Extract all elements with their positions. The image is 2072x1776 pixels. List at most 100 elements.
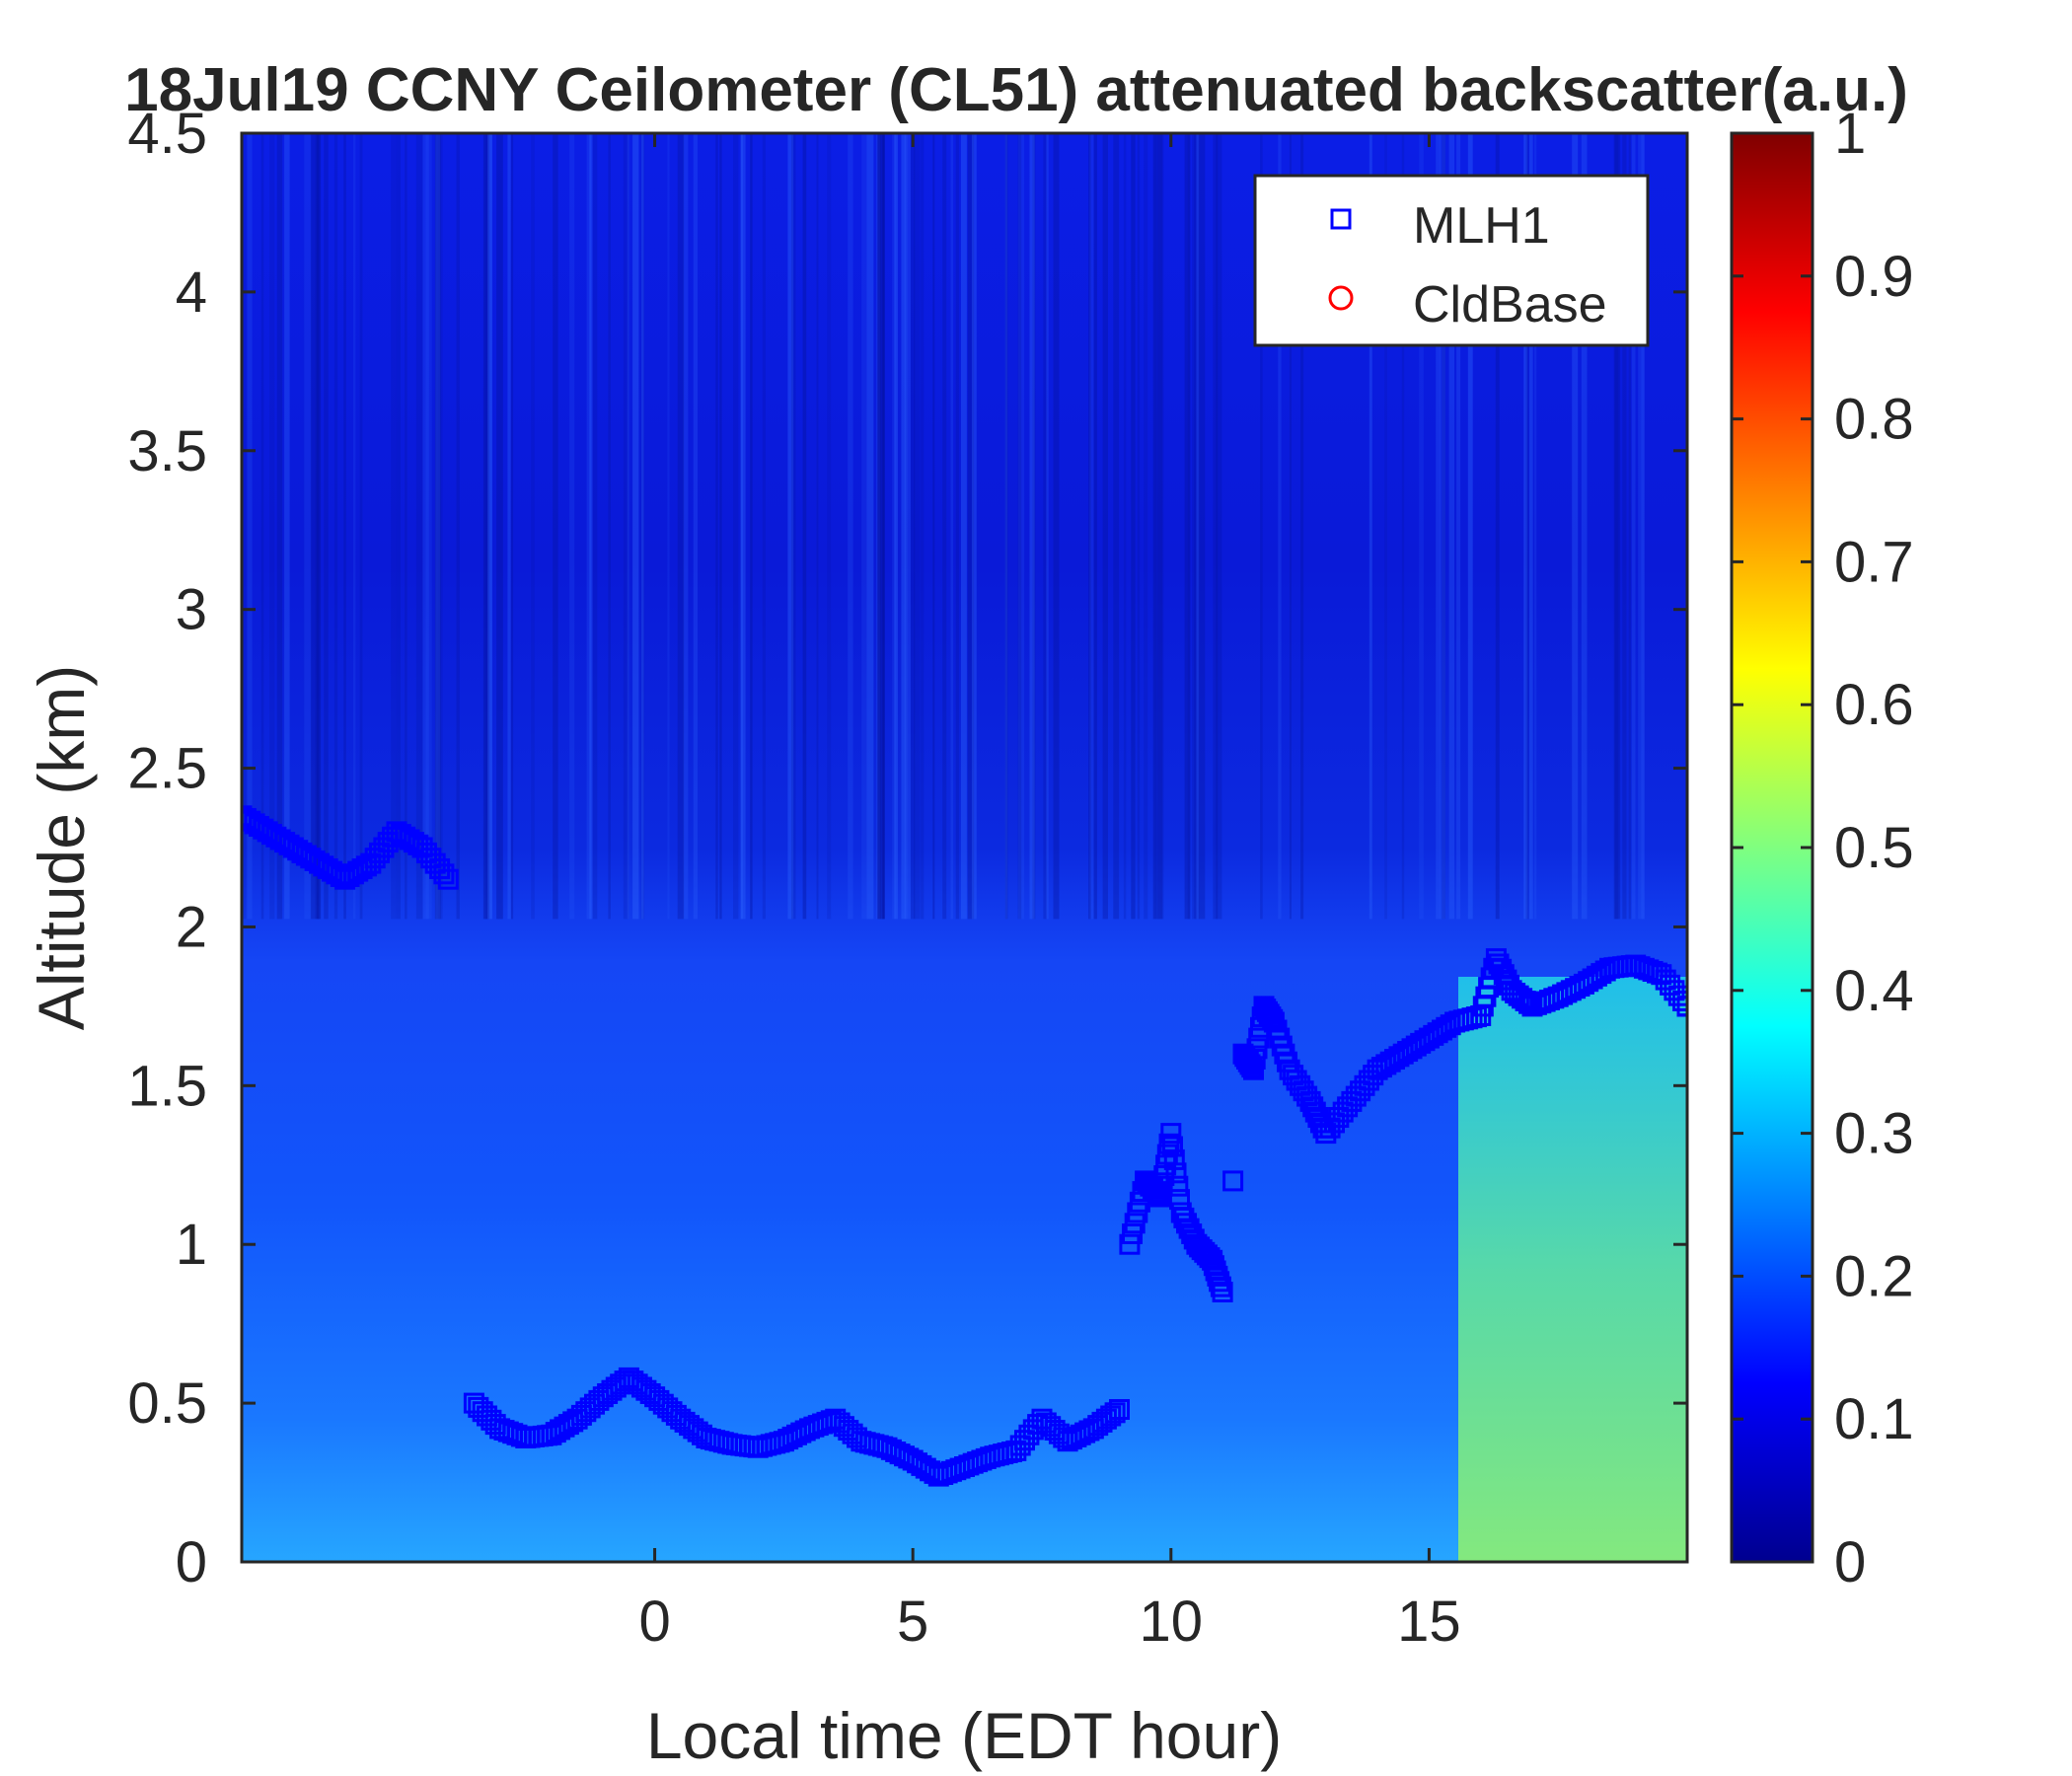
colorbar-tick-label: 0.7 [1834,530,1914,594]
mlh1-marker [1243,1059,1264,1080]
backscatter-streak [901,133,907,920]
mlh1-marker [1122,1223,1143,1244]
backscatter-streak [592,133,598,920]
backscatter-streak [315,133,320,920]
backscatter-streak [1440,133,1445,920]
backscatter-streak [1533,133,1537,920]
mlh1-marker [1202,1249,1223,1271]
backscatter-streak [456,133,460,920]
backscatter-streak [1029,133,1035,920]
mlh1-marker [1167,1175,1189,1197]
backscatter-streak [876,133,882,920]
backscatter-streak [1017,133,1025,920]
backscatter-streak [1278,133,1282,920]
backscatter-streak [1638,133,1645,920]
backscatter-streak [1123,133,1127,920]
backscatter-streak [632,133,639,920]
backscatter-streak [1442,133,1445,920]
backscatter-streak [1384,133,1387,920]
backscatter-streak [955,133,960,920]
backscatter-streak [1622,133,1627,920]
mlh1-marker [437,868,459,890]
backscatter-streak [333,133,338,920]
backscatter-streak [866,133,874,920]
backscatter-streak [715,133,718,920]
backscatter-streak [1419,133,1424,920]
backscatter-streak [511,133,514,920]
backscatter-streak [324,133,329,920]
backscatter-streak [247,133,253,920]
backscatter-streak [1089,133,1094,920]
y-tick-label: 2.5 [127,737,207,801]
backscatter-streak [1401,133,1405,920]
backscatter-streak [422,133,429,920]
x-tick-label: 5 [897,1590,928,1654]
backscatter-streak [316,133,322,920]
y-tick-label: 0 [176,1530,207,1594]
backscatter-streak [882,133,885,920]
y-tick-label: 3 [176,578,207,642]
backscatter-streak [950,133,954,920]
backscatter-streak [1194,133,1200,920]
high-backscatter-region [1458,977,1687,1562]
legend: MLH1 CldBase [1253,174,1650,347]
backscatter-streak [790,133,796,920]
y-tick-label: 1 [176,1213,207,1277]
backscatter-streak [1198,133,1206,920]
backscatter-streak [1216,133,1222,920]
mlh1-marker [1244,1049,1266,1070]
backscatter-streak [1260,133,1263,920]
backscatter-streak [353,133,356,920]
backscatter-streak [343,133,346,920]
backscatter-streak [627,133,629,920]
backscatter-streak [496,133,503,920]
x-tick-label: 15 [1397,1590,1461,1654]
backscatter-streak [1495,133,1500,920]
backscatter-streak [304,133,312,920]
mlh1-marker [1127,1202,1148,1223]
chart-title: 18Jul19 CCNY Ceilometer (CL51) attenuate… [124,56,1908,124]
legend-box [1253,174,1650,347]
backscatter-streak [1628,133,1631,920]
backscatter-streak [1192,133,1197,920]
colorbar-tick-label: 0.6 [1834,673,1914,737]
backscatter-streak [434,133,441,920]
backscatter-streak [531,133,535,920]
backscatter-streak [1137,133,1141,920]
legend-cldbase-marker [1328,285,1354,311]
mlh1-marker [433,863,455,885]
backscatter-streak [677,133,685,920]
backscatter-streak [740,133,743,920]
backscatter-streak [396,133,401,920]
backscatter-streak [242,133,247,920]
colorbar-tick-label: 0.8 [1834,388,1914,452]
backscatter-streak [608,133,611,920]
backscatter-streak [802,133,807,920]
colorbar-gradient [1730,131,1814,1564]
backscatter-streak [1456,133,1461,920]
backscatter-streak [1289,133,1292,920]
colorbar-tick-label: 0.3 [1834,1102,1914,1166]
backscatter-streak [276,133,283,920]
backscatter-streak [1369,133,1372,920]
backscatter-streak [1196,133,1200,920]
mlh1-marker [1210,1276,1231,1297]
backscatter-streak [1157,133,1164,920]
colorbar-tick-label: 1 [1834,102,1866,166]
backscatter-streak [1523,133,1528,920]
mlh1-marker [1165,1162,1187,1184]
mlh1-marker [1246,1038,1268,1060]
backscatter-streak [487,133,492,920]
backscatter-streak [750,133,753,920]
backscatter-streak [719,133,722,920]
backscatter-streak [425,133,432,920]
backscatter-streak [1467,133,1473,920]
mlh1-marker [1676,996,1687,1017]
backscatter-streak [1641,133,1645,920]
backscatter-streak [740,133,746,920]
backscatter-streak [861,133,867,920]
backscatter-streak [1004,133,1008,920]
mlh1-marker [1119,1233,1141,1255]
backscatter-streak [589,133,593,920]
